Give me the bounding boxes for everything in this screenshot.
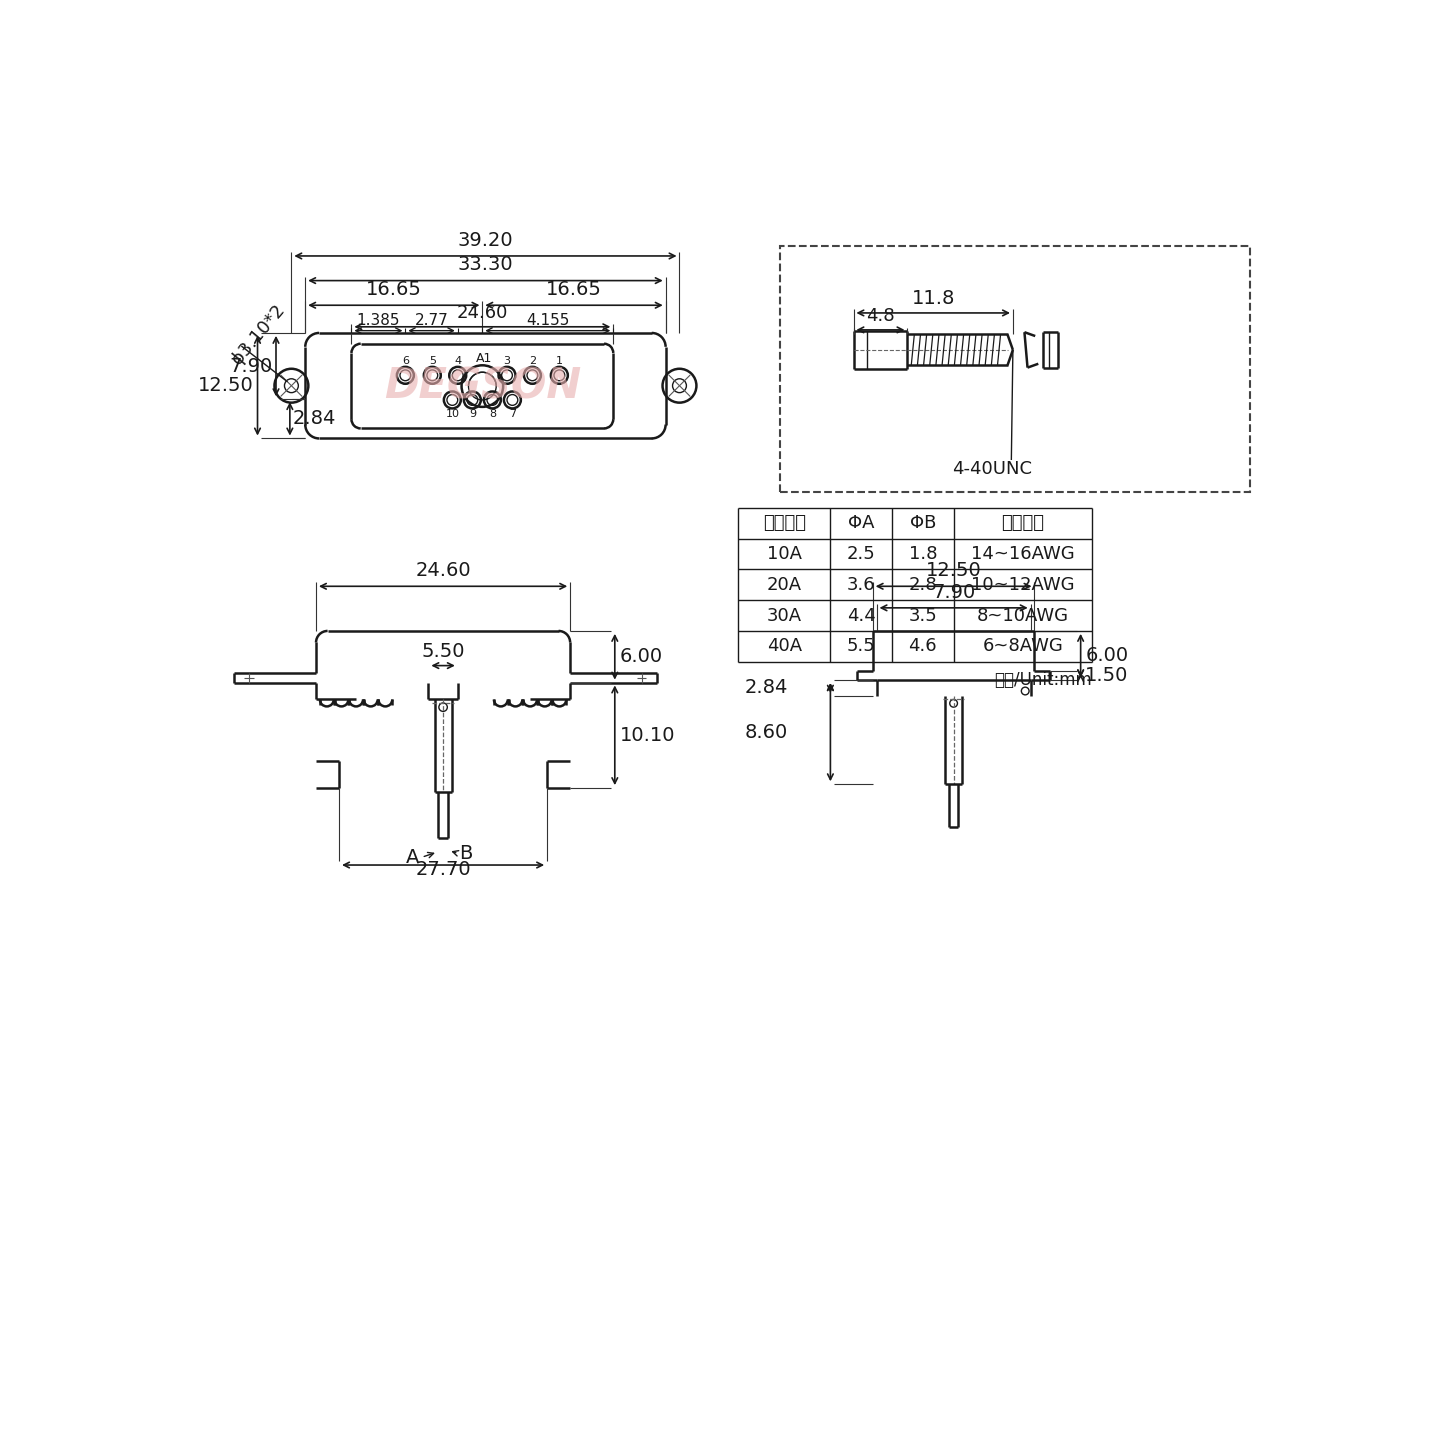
- Text: 1.50: 1.50: [1086, 667, 1129, 685]
- Text: 7: 7: [508, 409, 516, 419]
- Text: 3: 3: [504, 356, 511, 366]
- Text: 8: 8: [488, 409, 495, 419]
- Text: 4-40UNC: 4-40UNC: [952, 461, 1032, 478]
- Text: 4.8: 4.8: [865, 307, 894, 325]
- Text: 1.8: 1.8: [909, 544, 937, 563]
- Text: 30A: 30A: [766, 606, 802, 625]
- Text: 3.5: 3.5: [909, 606, 937, 625]
- Text: DEGSON: DEGSON: [383, 366, 580, 408]
- Text: 2.8: 2.8: [909, 576, 937, 593]
- Text: 10.10: 10.10: [619, 726, 675, 744]
- Text: 4: 4: [454, 356, 461, 366]
- Text: 3.6: 3.6: [847, 576, 876, 593]
- Text: 5.50: 5.50: [422, 642, 465, 661]
- Text: 线材规格: 线材规格: [1001, 514, 1044, 533]
- Text: 1: 1: [556, 356, 563, 366]
- Text: A: A: [406, 848, 419, 867]
- Text: 6.00: 6.00: [619, 647, 662, 667]
- Text: 6~8AWG: 6~8AWG: [982, 638, 1063, 655]
- Text: 39.20: 39.20: [458, 230, 513, 249]
- Text: 2.84: 2.84: [292, 409, 337, 428]
- Text: 2.77: 2.77: [415, 314, 448, 328]
- Text: 27.70: 27.70: [415, 860, 471, 878]
- Text: 10: 10: [445, 409, 459, 419]
- Text: 20A: 20A: [766, 576, 802, 593]
- Text: 单位/Unit:mm: 单位/Unit:mm: [995, 671, 1092, 688]
- Text: 2.84: 2.84: [744, 678, 788, 697]
- Text: 1.385: 1.385: [357, 314, 400, 328]
- Text: 7.90: 7.90: [229, 357, 274, 376]
- Text: 7.90: 7.90: [932, 583, 975, 602]
- Text: 4.155: 4.155: [526, 314, 569, 328]
- Text: 额定电流: 额定电流: [763, 514, 806, 533]
- Text: 12.50: 12.50: [926, 562, 982, 580]
- Text: 8~10AWG: 8~10AWG: [976, 606, 1068, 625]
- Text: ϕ3.10*2: ϕ3.10*2: [229, 301, 288, 369]
- Text: 4.6: 4.6: [909, 638, 937, 655]
- Text: 11.8: 11.8: [912, 289, 955, 308]
- Text: ΦA: ΦA: [848, 514, 874, 533]
- Text: 24.60: 24.60: [415, 562, 471, 580]
- Text: 6: 6: [402, 356, 409, 366]
- Text: 8.60: 8.60: [744, 723, 788, 742]
- Text: 2.5: 2.5: [847, 544, 876, 563]
- Text: A1: A1: [475, 351, 492, 364]
- Text: ΦB: ΦB: [910, 514, 936, 533]
- Text: 14~16AWG: 14~16AWG: [971, 544, 1074, 563]
- Text: 40A: 40A: [766, 638, 802, 655]
- Text: 5: 5: [429, 356, 436, 366]
- Text: 4.4: 4.4: [847, 606, 876, 625]
- Text: 6.00: 6.00: [1086, 647, 1129, 665]
- Text: 24.60: 24.60: [456, 304, 508, 323]
- Text: 10~12AWG: 10~12AWG: [971, 576, 1074, 593]
- Text: 12.50: 12.50: [197, 376, 253, 395]
- Text: 10A: 10A: [766, 544, 802, 563]
- Text: 16.65: 16.65: [366, 279, 422, 300]
- Text: B: B: [459, 844, 472, 863]
- Text: 2: 2: [528, 356, 536, 366]
- Text: 16.65: 16.65: [546, 279, 602, 300]
- Text: 9: 9: [469, 409, 475, 419]
- Text: 33.30: 33.30: [458, 255, 513, 275]
- Text: 5.5: 5.5: [847, 638, 876, 655]
